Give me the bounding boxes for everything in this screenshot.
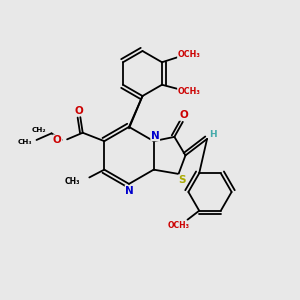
Text: N: N — [151, 131, 160, 141]
Text: OCH₃: OCH₃ — [178, 50, 200, 59]
Text: CH₃: CH₃ — [65, 177, 80, 186]
Text: OCH₃: OCH₃ — [167, 221, 189, 230]
Text: O: O — [179, 110, 188, 120]
Text: OCH₃: OCH₃ — [178, 86, 200, 95]
Text: N: N — [125, 185, 134, 196]
Text: S: S — [178, 175, 186, 185]
Text: O: O — [75, 106, 83, 116]
Text: CH₂: CH₂ — [32, 127, 46, 133]
Text: CH₃: CH₃ — [17, 139, 32, 145]
Text: O: O — [53, 135, 62, 145]
Text: H: H — [209, 130, 217, 139]
